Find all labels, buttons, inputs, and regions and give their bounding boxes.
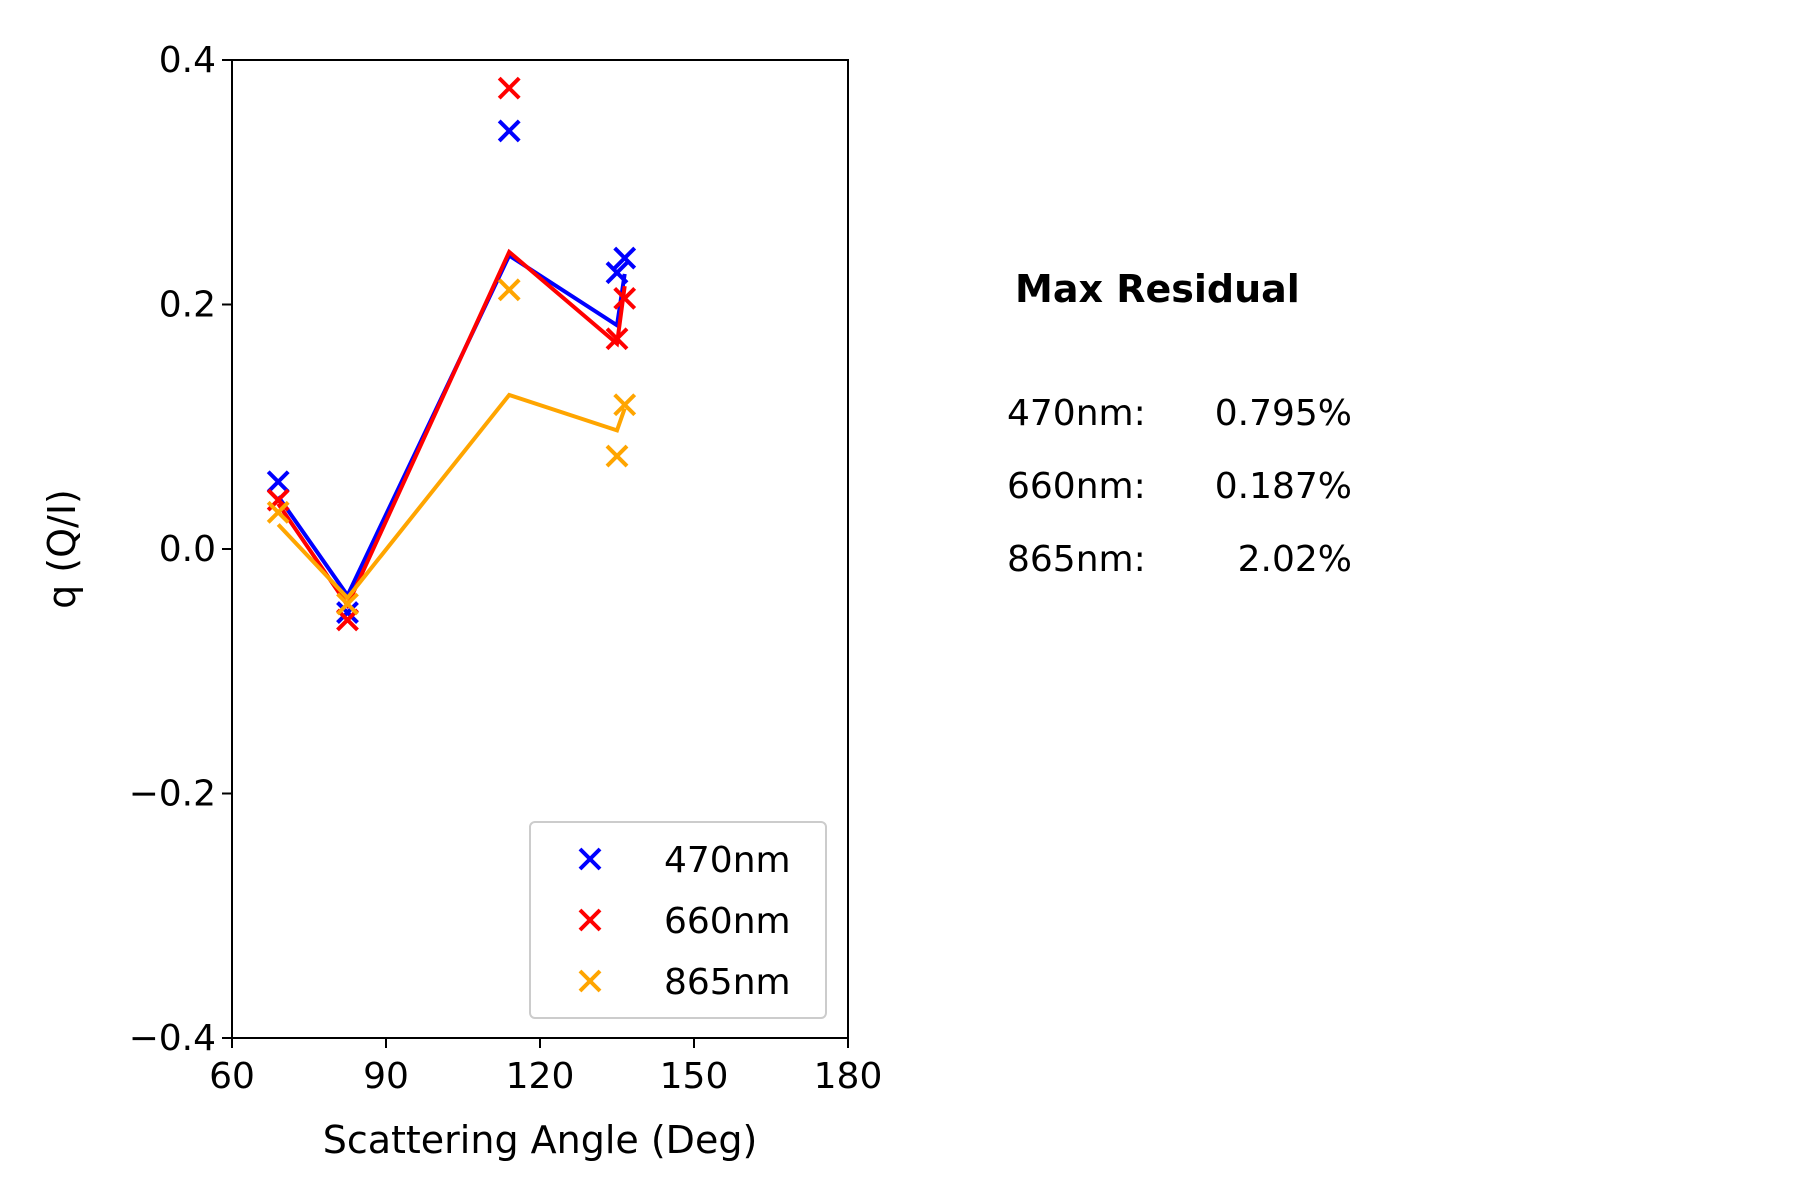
legend-label: 865nm: [664, 962, 791, 1003]
data-point-660nm: [605, 327, 629, 351]
residual-label: 865nm:: [1007, 539, 1146, 580]
x-tick-label: 90: [363, 1056, 409, 1097]
y-tick-label: 0.4: [159, 40, 216, 81]
residual-panel: Max Residual 470nm: 0.795% 660nm: 0.187% 865…: [1007, 267, 1352, 580]
residual-label: 660nm:: [1007, 466, 1146, 507]
data-point-660nm: [613, 286, 637, 310]
data-point-470nm: [336, 601, 359, 624]
y-tick-label: 0.0: [159, 529, 216, 570]
y-tick-label: −0.2: [129, 774, 216, 815]
x-axis: 60 90 120 150 180: [209, 1038, 882, 1097]
data-point-660nm: [497, 76, 521, 100]
x-axis-label: Scattering Angle (Deg): [323, 1118, 758, 1162]
legend-marker-470nm: [578, 847, 602, 871]
legend-marker-660nm: [578, 908, 602, 932]
y-axis: −0.4 −0.2 0.0 0.2 0.4: [129, 40, 232, 1059]
x-tick-label: 150: [660, 1056, 729, 1097]
x-tick-label: 180: [814, 1056, 883, 1097]
data-point-865nm: [605, 444, 629, 468]
data-point-470nm: [266, 470, 290, 494]
x-tick-label: 120: [506, 1056, 575, 1097]
data-point-865nm: [497, 278, 521, 302]
data-point-470nm: [497, 119, 521, 143]
residual-title: Max Residual: [1015, 267, 1300, 311]
data-point-865nm: [613, 393, 637, 417]
data-point-865nm: [266, 500, 290, 524]
series-line-660nm: [276, 248, 627, 610]
series-lines: [276, 248, 627, 610]
residual-label: 470nm:: [1007, 393, 1146, 434]
legend-label: 660nm: [664, 901, 791, 942]
series-line-865nm: [276, 392, 627, 601]
data-point-865nm: [336, 592, 359, 616]
legend-label: 470nm: [664, 840, 791, 881]
residual-value: 2.02%: [1238, 539, 1352, 580]
legend: 470nm 660nm 865nm: [529, 821, 827, 1019]
data-point-470nm: [605, 261, 629, 285]
y-axis-label: q (Q/I): [40, 489, 84, 609]
y-tick-label: 0.2: [159, 285, 216, 326]
data-point-470nm: [613, 246, 637, 270]
residual-value: 0.795%: [1215, 393, 1352, 434]
x-tick-label: 60: [209, 1056, 255, 1097]
legend-marker-865nm: [578, 969, 602, 993]
y-tick-label: −0.4: [129, 1018, 216, 1059]
residual-value: 0.187%: [1215, 466, 1352, 507]
series-markers: [266, 76, 637, 632]
legend-box: [529, 821, 827, 1019]
